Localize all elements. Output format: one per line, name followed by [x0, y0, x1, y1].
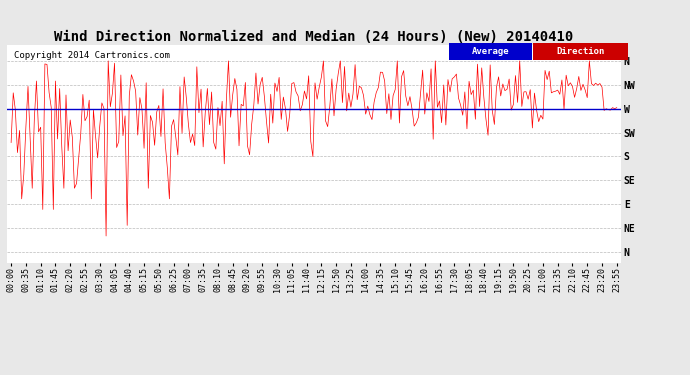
- FancyBboxPatch shape: [449, 43, 532, 60]
- Text: Direction: Direction: [557, 47, 605, 56]
- Text: Average: Average: [472, 47, 509, 56]
- FancyBboxPatch shape: [533, 43, 629, 60]
- Title: Wind Direction Normalized and Median (24 Hours) (New) 20140410: Wind Direction Normalized and Median (24…: [55, 30, 573, 44]
- Text: Copyright 2014 Cartronics.com: Copyright 2014 Cartronics.com: [14, 51, 170, 60]
